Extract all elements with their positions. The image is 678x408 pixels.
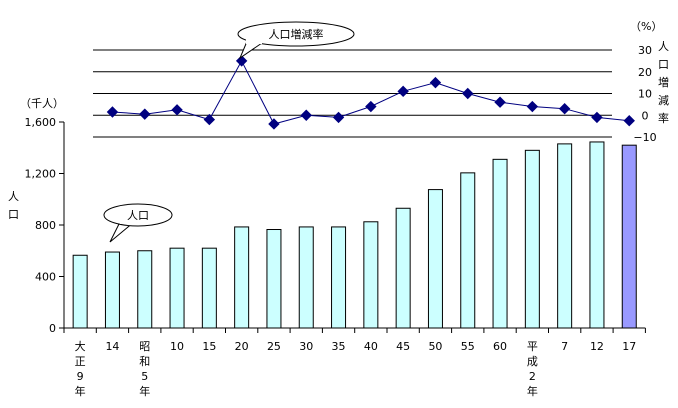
x-tick-label: 35 — [332, 340, 346, 353]
population-bar — [234, 226, 250, 329]
rate-point — [397, 85, 409, 98]
population-bar — [298, 226, 314, 329]
rate-point — [526, 100, 539, 113]
x-tick-label: 年 — [139, 384, 150, 398]
rate-axis-title-char: 減 — [658, 93, 669, 107]
population-bar — [363, 221, 379, 329]
population-bar — [266, 229, 282, 329]
population-bar — [460, 172, 476, 329]
x-tick-label: 50 — [428, 340, 442, 353]
population-y-tick-label: 400 — [35, 271, 56, 284]
x-tick-label: 55 — [461, 340, 475, 353]
population-y-tick-label: 0 — [49, 322, 56, 335]
population-bar — [137, 250, 153, 329]
x-tick-label: 15 — [202, 340, 216, 353]
population-axis-title-char: 口 — [8, 208, 19, 221]
x-tick-label: 20 — [235, 340, 249, 353]
rate-point — [332, 111, 345, 124]
rate-point — [494, 96, 506, 108]
x-tick-label: 年 — [75, 384, 86, 398]
population-unit-label: （千人） — [20, 97, 64, 110]
rate-axis-title-char: 増 — [658, 76, 669, 89]
population-y-tick-label: 1,600 — [25, 116, 57, 129]
x-tick-label: 平 — [527, 340, 538, 353]
population-bars — [72, 141, 637, 329]
rate-point — [365, 100, 377, 113]
rate-axis-title: 人口増減率 — [658, 40, 669, 125]
population-bar — [621, 144, 637, 329]
rate-point — [300, 109, 312, 121]
rate-point — [623, 114, 635, 127]
population-bar — [72, 254, 88, 329]
rate-point — [462, 87, 474, 100]
rate-point — [591, 111, 603, 124]
population-bar — [395, 207, 411, 329]
rate-point — [268, 118, 280, 130]
population-y-tick-label: 800 — [35, 219, 56, 232]
x-tick-label: 30 — [299, 340, 313, 353]
rate-point — [558, 103, 571, 115]
population-bar — [589, 141, 605, 329]
rate-callout: 人口増減率 — [237, 21, 355, 60]
population-callout-text: 人口 — [127, 209, 149, 222]
population-bar — [427, 189, 443, 329]
x-tick-label: 正 — [75, 355, 86, 368]
x-tick-label: 17 — [622, 340, 636, 353]
rate-point — [106, 106, 119, 118]
population-bar — [169, 247, 185, 329]
rate-axis: −10 0 10 20 30 — [633, 44, 656, 144]
rate-axis-title-char: 口 — [658, 58, 669, 71]
population-axis-title-char: 人 — [8, 190, 19, 203]
rate-point — [139, 108, 151, 120]
population-bar — [492, 158, 508, 329]
x-tick-label: 9 — [77, 370, 84, 383]
rate-point — [203, 113, 216, 126]
x-tick-label: 2 — [529, 370, 536, 383]
rate-axis-title-char: 人 — [658, 40, 669, 53]
rate-line — [112, 59, 630, 125]
population-bar — [524, 149, 540, 329]
population-bar — [331, 226, 347, 329]
rate-callout-text: 人口増減率 — [269, 27, 324, 41]
rate-unit-label: （%） — [630, 20, 662, 33]
rate-callout-bubble — [237, 21, 355, 47]
rate-y-tick-label: 10 — [638, 88, 652, 101]
rate-y-tick-label: 20 — [638, 66, 652, 79]
x-tick-label: 10 — [170, 340, 184, 353]
x-tick-label: 60 — [493, 340, 507, 353]
x-tick-label: 和 — [139, 355, 150, 368]
x-tick-label: 年 — [527, 384, 538, 398]
rate-y-tick-label: 30 — [638, 44, 652, 57]
population-axis: 0 400 800 1,200 1,600 — [25, 116, 646, 335]
x-tick-label: 25 — [267, 340, 281, 353]
x-tick-label: 5 — [141, 370, 148, 383]
rate-y-tick-label: −10 — [633, 131, 656, 144]
population-bar — [557, 143, 573, 329]
rate-y-tick-label: 0 — [642, 109, 649, 122]
x-tick-label: 大 — [75, 339, 86, 353]
x-tick-label: 45 — [396, 340, 410, 353]
rate-point — [171, 104, 183, 116]
population-bar — [201, 247, 217, 329]
rate-gridlines — [93, 49, 612, 138]
x-tick-label: 12 — [590, 340, 604, 353]
population-bar — [104, 251, 120, 329]
rate-axis-title-char: 率 — [658, 111, 669, 125]
x-tick-label: 成 — [527, 355, 538, 368]
x-tick-label: 14 — [105, 340, 119, 353]
population-y-tick-label: 1,200 — [25, 168, 57, 181]
rate-line-series — [106, 55, 635, 130]
x-tick-label: 7 — [561, 340, 568, 353]
population-callout: 人口 — [103, 203, 173, 243]
population-axis-title: 人口 — [8, 190, 19, 221]
rate-point — [429, 76, 442, 89]
x-tick-label: 40 — [364, 340, 378, 353]
rate-point — [235, 55, 248, 67]
x-tick-label: 昭 — [139, 340, 150, 353]
